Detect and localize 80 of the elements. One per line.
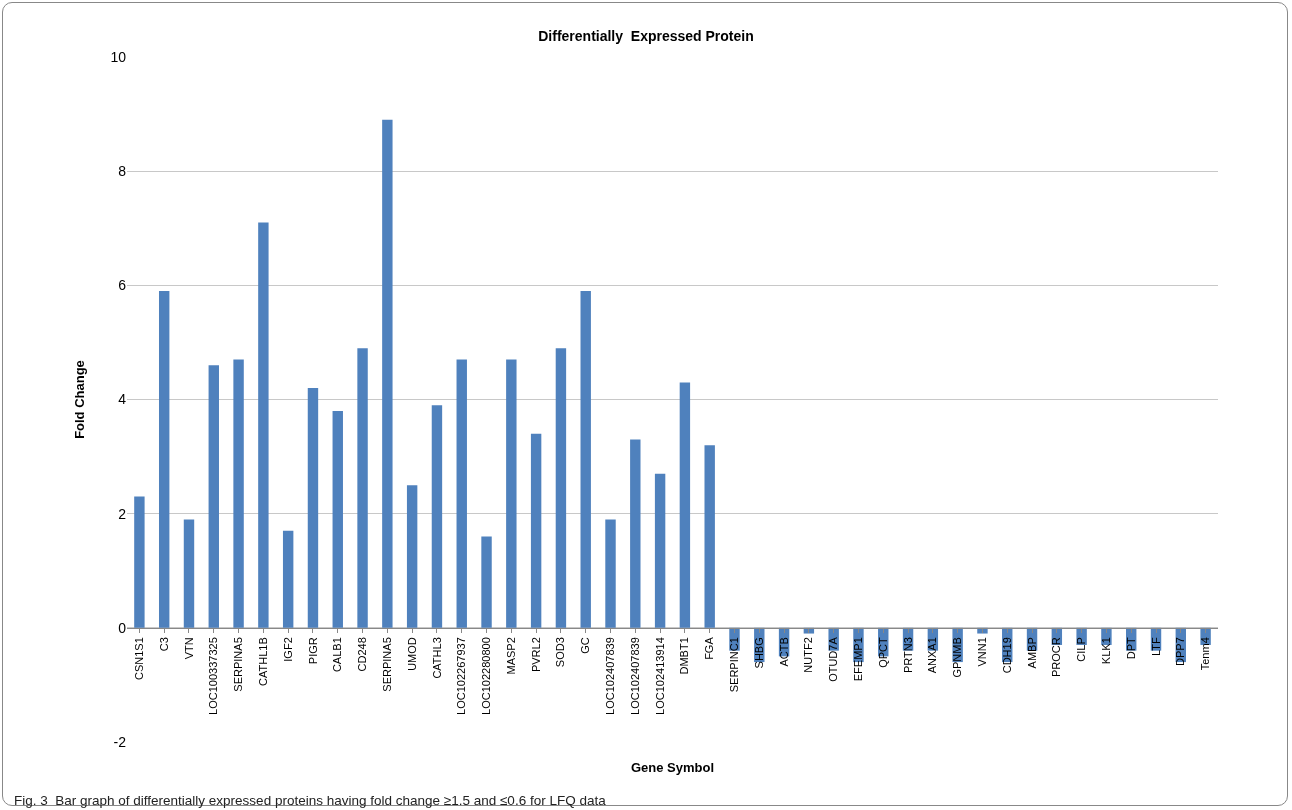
x-tick-label: AMBP [1025, 637, 1038, 669]
bar [357, 348, 368, 628]
x-tick-label: CDH19 [1000, 637, 1013, 674]
x-tick-label: CD248 [356, 637, 369, 672]
x-tick-label: LTF [1149, 636, 1162, 656]
y-tick-label: 8 [118, 163, 127, 180]
bar [431, 405, 443, 628]
x-tick-label: QPCT [876, 636, 889, 668]
x-tick-label: SERPINA5 [232, 637, 245, 692]
bar [134, 496, 145, 628]
x-tick-label: LOC102407839 [628, 637, 641, 715]
bar [679, 382, 691, 628]
x-tick-label: CATHL3 [430, 637, 443, 679]
x-tick-label: C3 [157, 637, 170, 652]
bar [506, 359, 517, 628]
bar [406, 485, 418, 628]
bar [307, 388, 319, 628]
x-tick-label: LOC102413914 [653, 637, 666, 715]
bar [580, 291, 591, 628]
x-tick-label: DPT [1124, 636, 1137, 660]
x-tick-label: DMBT1 [678, 637, 691, 675]
bar [605, 519, 616, 628]
y-tick-label: 6 [118, 277, 127, 294]
x-tick-label: CILP [1075, 637, 1088, 662]
x-tick-label: LOC102267937 [455, 637, 468, 715]
x-tick-label: LOC102280800 [480, 637, 493, 715]
bar [530, 433, 542, 628]
x-tick-label: PIGR [306, 637, 319, 665]
x-tick-label: ANXA1 [926, 637, 939, 674]
x-tick-label: Tenm4 [1199, 637, 1212, 671]
x-axis-title: Gene Symbol [630, 759, 715, 775]
x-tick-label: GC [579, 637, 592, 654]
y-tick-label: 4 [118, 391, 127, 408]
x-tick-label: FGA [703, 636, 716, 660]
bar [208, 365, 219, 628]
chart-title: Differentially Expressed Protein [538, 27, 754, 44]
bar [704, 445, 715, 628]
bar [258, 222, 269, 628]
x-tick-label: NUTF2 [802, 637, 815, 673]
x-tick-label: PROCR [1050, 637, 1063, 677]
x-tick-label: ACTB [777, 637, 790, 667]
x-tick-label: CSN1S1 [132, 637, 145, 681]
x-tick-label: LOC100337325 [207, 637, 220, 715]
caption: Fig. 3 Bar graph of differentially expressed proteins having fold change ≥1.5 and ≤0.6 for LFQ data [14, 793, 607, 808]
bar [332, 410, 343, 628]
x-tick-label: SERPINC1 [728, 637, 741, 693]
y-tick-label: 10 [110, 48, 127, 65]
x-tick-label: SOD3 [554, 637, 567, 668]
bar [158, 291, 170, 628]
y-tick-label: 0 [118, 619, 127, 636]
x-tick-label: PRTN3 [901, 637, 914, 674]
bar [382, 119, 393, 628]
x-tick-label: LOC102407839 [604, 637, 617, 715]
bar [977, 627, 988, 634]
bar [630, 439, 641, 628]
y-tick-label: -2 [113, 733, 127, 750]
x-tick-label: PVRL2 [529, 637, 542, 673]
x-tick-label: EFEMP1 [852, 637, 865, 682]
bar [481, 536, 492, 628]
x-tick-label: UMOD [405, 637, 418, 671]
bar [233, 359, 244, 628]
x-tick-label: MASP2 [504, 637, 517, 675]
x-tick-label: CALB1 [331, 637, 344, 673]
y-axis-title: Fold Change [72, 360, 88, 439]
x-tick-label: SERPINA5 [380, 637, 393, 692]
bar [456, 359, 467, 628]
y-tick-label: 2 [118, 505, 127, 522]
bar [555, 348, 567, 628]
x-tick-label: VNN1 [976, 637, 989, 667]
x-tick-label: IGF2 [281, 637, 294, 662]
bar [654, 473, 666, 628]
x-tick-label: DPP7 [1174, 637, 1187, 666]
x-tick-label: GPNMB [951, 637, 964, 678]
x-tick-label: OTUD7A [827, 636, 840, 682]
bar [282, 530, 294, 628]
x-tick-label: CATHL1B [256, 637, 269, 686]
x-tick-label: SHBG [752, 637, 765, 669]
x-tick-label: KLK1 [1099, 637, 1112, 665]
x-tick-label: VTN [182, 637, 195, 660]
bar [183, 519, 195, 628]
